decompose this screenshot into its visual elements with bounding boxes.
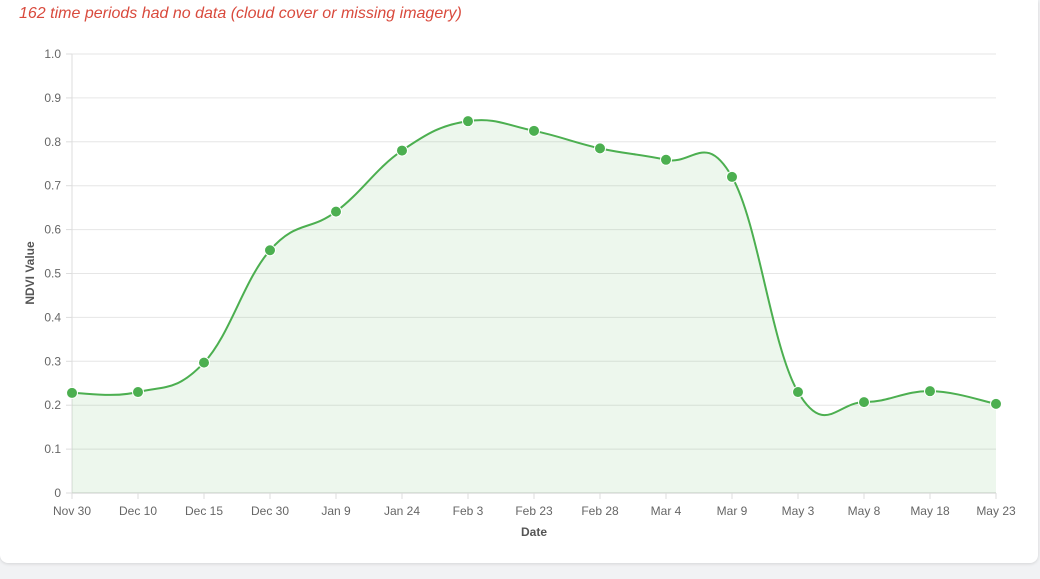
series-line-path xyxy=(71,119,997,417)
data-point[interactable] xyxy=(132,386,144,399)
data-point[interactable] xyxy=(396,144,408,157)
x-tick-label: Feb 23 xyxy=(515,504,553,518)
data-point[interactable] xyxy=(198,356,210,369)
series-area xyxy=(72,120,996,493)
y-tick-label: 0.6 xyxy=(44,223,61,237)
x-tick-label: May 23 xyxy=(976,504,1016,518)
y-tick-label: 0.2 xyxy=(44,398,61,412)
data-point[interactable] xyxy=(792,386,804,399)
y-tick-label: 0 xyxy=(54,486,61,500)
y-tick-label: 0.9 xyxy=(44,91,61,105)
data-point[interactable] xyxy=(924,385,936,398)
data-point[interactable] xyxy=(528,124,540,137)
y-tick-label: 0.8 xyxy=(44,135,61,149)
y-tick-labels: 0 0.1 0.2 0.3 0.4 0.5 0.6 0.7 0.8 0.9 1.0 xyxy=(44,47,61,500)
area-fill xyxy=(72,120,996,493)
data-point[interactable] xyxy=(66,386,78,399)
x-axis-title: Date xyxy=(521,525,547,539)
data-point[interactable] xyxy=(660,153,672,166)
y-axis-title: NDVI Value xyxy=(23,241,37,305)
y-tick-label: 0.4 xyxy=(44,310,61,324)
data-point[interactable] xyxy=(858,396,870,409)
x-tick-label: Feb 3 xyxy=(453,504,484,518)
no-data-notice: 162 time periods had no data (cloud cove… xyxy=(19,5,462,22)
y-tick-label: 0.1 xyxy=(44,442,61,456)
y-tick-label: 1.0 xyxy=(44,47,61,61)
x-tick-label: Mar 9 xyxy=(717,504,748,518)
data-point[interactable] xyxy=(990,397,1002,410)
x-tick-label: Nov 30 xyxy=(53,504,91,518)
y-tick-label: 0.5 xyxy=(44,267,61,281)
x-tick-label: May 8 xyxy=(848,504,881,518)
axes xyxy=(71,54,997,499)
ndvi-line-chart: 0 0.1 0.2 0.3 0.4 0.5 0.6 0.7 0.8 0.9 1.0 Nov 30 De… xyxy=(23,47,1016,539)
x-tick-label: May 18 xyxy=(910,504,950,518)
x-tick-label: May 3 xyxy=(782,504,815,518)
chart-card: 162 time periods had no data (cloud cove… xyxy=(0,0,1038,563)
x-tick-label: Dec 15 xyxy=(185,504,223,518)
x-tick-label: Dec 30 xyxy=(251,504,289,518)
data-point[interactable] xyxy=(330,205,342,218)
y-tick-label: 0.3 xyxy=(44,354,61,368)
y-tick-label: 0.7 xyxy=(44,179,61,193)
data-point[interactable] xyxy=(594,142,606,155)
series-line xyxy=(71,119,997,417)
x-tick-label: Dec 10 xyxy=(119,504,157,518)
data-points xyxy=(66,115,1002,410)
data-point[interactable] xyxy=(462,115,474,128)
x-tick-label: Jan 24 xyxy=(384,504,420,518)
data-point[interactable] xyxy=(726,170,738,183)
x-tick-label: Feb 28 xyxy=(581,504,619,518)
x-tick-label: Jan 9 xyxy=(321,504,351,518)
x-tick-labels: Nov 30 Dec 10 Dec 15 Dec 30 Jan 9 Jan 24 Feb 3… xyxy=(53,504,1016,518)
data-point[interactable] xyxy=(264,244,276,257)
x-tick-label: Mar 4 xyxy=(651,504,682,518)
